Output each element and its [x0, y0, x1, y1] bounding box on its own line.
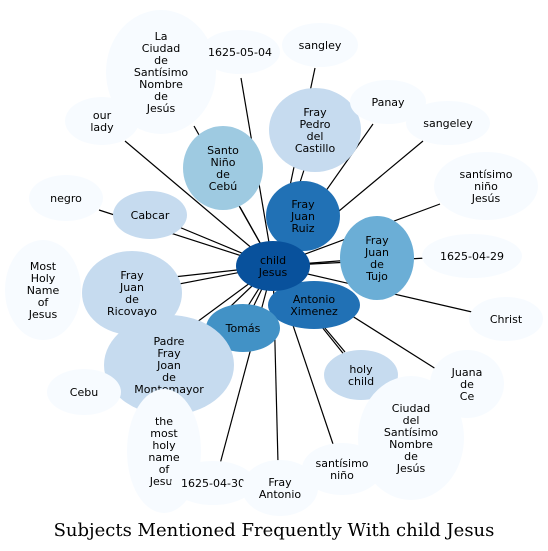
node-sangeley: sangeley	[406, 101, 490, 145]
node-child-jesus-label: child Jesus	[258, 254, 288, 279]
node-fray-antonio-label: Fray Antonio	[259, 476, 302, 501]
node-our-lady-bubble	[65, 97, 139, 145]
node-santisimo-nino-jesus-bubble	[434, 152, 538, 220]
node-sangley-top-bubble	[282, 23, 358, 67]
node-fray-juan-ruiz-bubble	[266, 181, 340, 251]
graph-title: Subjects Mentioned Frequently With child…	[54, 520, 495, 541]
node-fray-juan-tujo: Fray Juan de Tujo	[340, 216, 414, 300]
node-cabcar: Cabcar	[113, 191, 187, 239]
node-fray-juan-ricovayo-label: Fray Juan de Ricovayo	[107, 269, 157, 318]
node-cabcar-label: Cabcar	[131, 209, 170, 222]
node-christ-label: Christ	[490, 313, 523, 326]
node-fray-juan-ruiz-label: Fray Juan Ruiz	[290, 198, 315, 235]
node-panay-bubble	[350, 80, 426, 124]
node-sangley-top: sangley	[282, 23, 358, 67]
node-child-jesus-bubble	[236, 241, 310, 291]
node-fray-pedro: Fray Pedro del Castillo	[269, 88, 361, 172]
node-fray-antonio-bubble	[242, 460, 318, 516]
node-padre-fray-joan: Padre Fray Joan de Montemayor	[104, 315, 234, 415]
graph-nodes: La Ciudad de Santísimo Nombre de Jesús 1625-05-…	[5, 10, 543, 516]
node-padre-fray-joan-bubble	[104, 315, 234, 415]
node-date-0429-label: 1625-04-29	[440, 250, 504, 263]
node-negro-bubble	[29, 175, 103, 221]
node-santisimo-nino-bubble	[302, 443, 382, 495]
node-fray-juan-ricovayo-bubble	[82, 251, 182, 335]
node-fray-pedro-label: Fray Pedro del Castillo	[295, 106, 336, 155]
node-santisimo-nino: santísimo niño	[302, 443, 382, 495]
node-christ-bubble	[469, 297, 543, 341]
node-cebu-label: Cebu	[70, 386, 98, 399]
node-sangley-top-label: sangley	[299, 39, 342, 52]
node-holy-child: holy child	[324, 350, 398, 400]
node-fray-juan-tujo-label: Fray Juan de Tujo	[364, 234, 389, 283]
node-our-lady-label: our lady	[90, 109, 114, 134]
node-sangeley-bubble	[406, 101, 490, 145]
node-date-0430: 1625-04-30	[171, 461, 255, 505]
node-la-ciudad: La Ciudad de Santísimo Nombre de Jesús	[106, 10, 216, 134]
node-sangeley-label: sangeley	[423, 117, 473, 130]
node-ciudad-del-bubble	[358, 376, 464, 500]
node-date-0429: 1625-04-29	[422, 234, 522, 278]
node-fray-juan-ricovayo: Fray Juan de Ricovayo	[82, 251, 182, 335]
node-fray-juan-ruiz: Fray Juan Ruiz	[266, 181, 340, 251]
node-antonio-ximenez-bubble	[268, 281, 360, 329]
node-santisimo-nino-label: santísimo niño	[315, 457, 368, 482]
node-most-holy-label: Most Holy Name of Jesus	[27, 260, 60, 321]
node-most-holy: Most Holy Name of Jesus	[5, 240, 81, 340]
node-fray-pedro-bubble	[269, 88, 361, 172]
node-the-most-holy-label: the most holy name of Jesus	[148, 415, 179, 488]
node-tomas-label: Tomás	[225, 322, 261, 335]
edge-child-jesus-date-0430	[219, 265, 274, 465]
node-negro-label: negro	[50, 192, 82, 205]
node-our-lady: our lady	[65, 97, 139, 145]
node-antonio-ximenez: Antonio Ximenez	[268, 281, 360, 329]
node-negro: negro	[29, 175, 103, 221]
node-santo-nino: Santo Niño de Cebú	[183, 126, 263, 210]
node-date-0430-label: 1625-04-30	[181, 477, 245, 490]
node-date-0504-bubble	[200, 30, 280, 74]
node-santisimo-nino-jesus: santísimo niño Jesús	[434, 152, 538, 220]
node-date-0429-bubble	[422, 234, 522, 278]
node-cebu: Cebu	[47, 369, 121, 415]
edge-child-jesus-our-lady	[124, 140, 274, 267]
node-fray-antonio: Fray Antonio	[242, 460, 318, 516]
node-santisimo-nino-jesus-label: santísimo niño Jesús	[459, 168, 512, 205]
node-cabcar-bubble	[113, 191, 187, 239]
node-panay-label: Panay	[371, 96, 405, 109]
node-date-0504-label: 1625-05-04	[208, 46, 272, 59]
node-panay: Panay	[350, 80, 426, 124]
node-child-jesus: child Jesus	[236, 241, 310, 291]
node-holy-child-bubble	[324, 350, 398, 400]
node-date-0430-bubble	[171, 461, 255, 505]
node-antonio-ximenez-label: Antonio Ximenez	[290, 293, 338, 318]
node-most-holy-bubble	[5, 240, 81, 340]
node-ciudad-del: Ciudad del Santísimo Nombre de Jesús	[358, 376, 464, 500]
node-la-ciudad-label: La Ciudad de Santísimo Nombre de Jesús	[134, 30, 189, 115]
node-date-0504: 1625-05-04	[200, 30, 280, 74]
node-holy-child-label: holy child	[348, 363, 374, 388]
node-ciudad-del-label: Ciudad del Santísimo Nombre de Jesús	[384, 402, 439, 475]
node-christ: Christ	[469, 297, 543, 341]
node-fray-juan-tujo-bubble	[340, 216, 414, 300]
node-juana-de-ce-label: Juana de Ce	[451, 366, 483, 403]
node-la-ciudad-bubble	[106, 10, 216, 134]
node-cebu-bubble	[47, 369, 121, 415]
node-santo-nino-bubble	[183, 126, 263, 210]
node-santo-nino-label: Santo Niño de Cebú	[207, 144, 239, 193]
